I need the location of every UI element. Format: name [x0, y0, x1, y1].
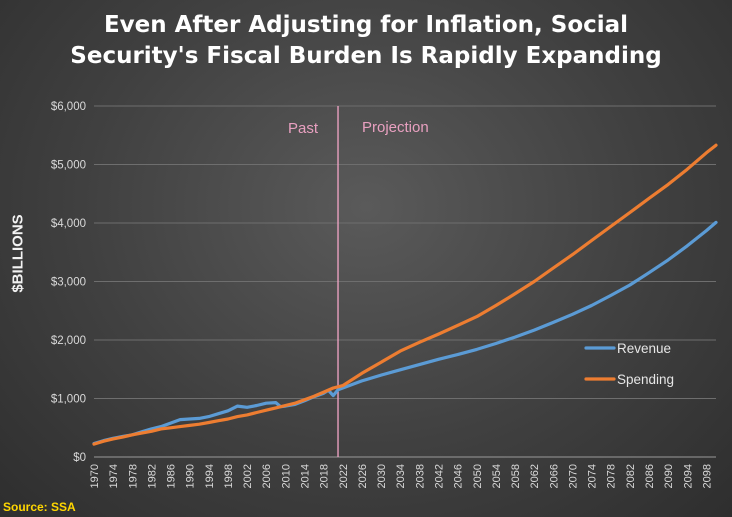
x-tick-label: 1982 [146, 464, 158, 488]
x-tick-label: 1998 [223, 464, 235, 488]
legend-label-revenue: Revenue [617, 341, 671, 356]
x-tick-label: 2066 [548, 464, 560, 488]
y-tick-label: $3,000 [51, 277, 86, 289]
x-tick-label: 2030 [376, 464, 388, 488]
legend-label-spending: Spending [617, 372, 674, 387]
x-tick-label: 2038 [414, 464, 426, 488]
x-tick-label: 2042 [433, 464, 445, 488]
x-tick-label: 2094 [682, 464, 694, 488]
y-tick-label: $6,000 [51, 101, 86, 113]
x-tick-label: 2054 [491, 464, 503, 488]
x-tick-label: 1970 [89, 464, 101, 488]
x-tick-label: 2098 [701, 464, 713, 488]
series-line-spending [92, 143, 718, 446]
x-tick-label: 2046 [453, 464, 465, 488]
x-tick-label: 2034 [395, 464, 407, 488]
x-tick-label: 2002 [242, 464, 254, 488]
x-tick-label: 1994 [204, 464, 216, 488]
x-tick-label: 2062 [529, 464, 541, 488]
y-tick-label: $5,000 [51, 160, 86, 172]
x-tick-label: 1986 [166, 464, 178, 488]
x-tick-label: 1974 [108, 464, 120, 488]
chart-title: Even After Adjusting for Inflation, Soci… [70, 12, 662, 69]
source-label: Source: SSA [3, 500, 76, 514]
y-tick-label: $0 [73, 452, 86, 464]
x-tick-label: 1990 [185, 464, 197, 488]
x-tick-label: 2074 [587, 464, 599, 488]
x-tick-label: 2050 [472, 464, 484, 488]
x-tick-label: 2010 [280, 464, 292, 488]
x-tick-label: 2026 [357, 464, 369, 488]
x-tick-label: 2082 [625, 464, 637, 488]
x-tick-label: 2006 [261, 464, 273, 488]
x-tick-label: 2070 [567, 464, 579, 488]
x-tick-label: 2022 [338, 464, 350, 488]
x-tick-label: 2090 [663, 464, 675, 488]
x-tick-label: 2014 [300, 464, 312, 488]
series-line-revenue [92, 220, 718, 446]
y-tick-label: $2,000 [51, 335, 86, 347]
y-tick-label: $1,000 [51, 394, 86, 406]
projection-annotation: Projection [362, 119, 429, 136]
x-tick-label: 2086 [644, 464, 656, 488]
x-tick-label: 2078 [606, 464, 618, 488]
x-tick-label: 2018 [319, 464, 331, 488]
x-tick-label: 2058 [510, 464, 522, 488]
x-tick-label: 1978 [127, 464, 139, 488]
y-tick-label: $4,000 [51, 218, 86, 230]
past-annotation: Past [288, 120, 319, 137]
